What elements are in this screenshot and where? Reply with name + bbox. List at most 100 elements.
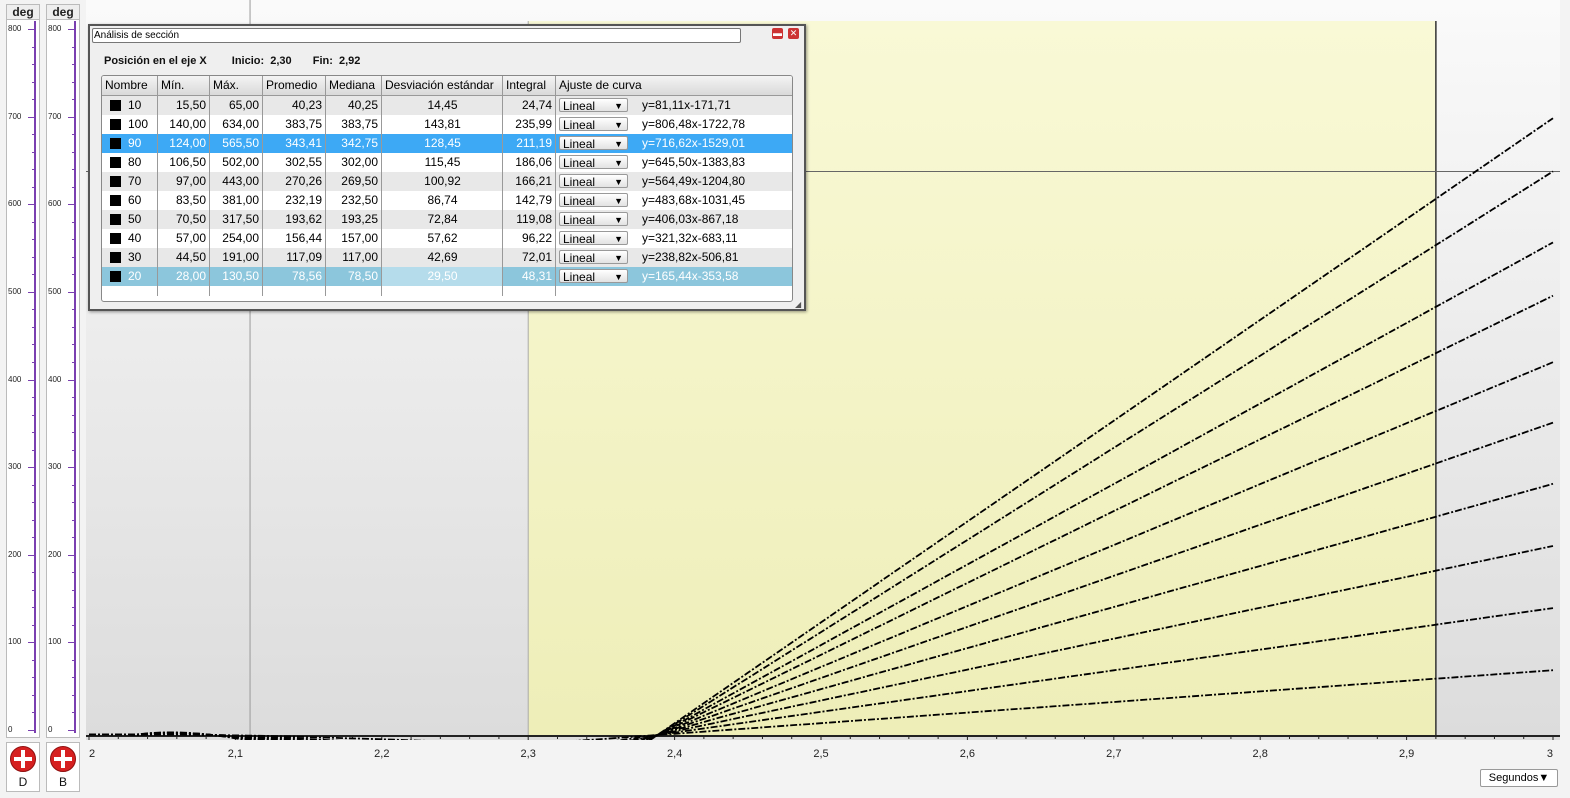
axis-tick — [72, 502, 76, 504]
axis-tick — [32, 502, 36, 504]
cell-median: 40,25 — [325, 96, 381, 115]
table-row[interactable]: 20 28,00 130,50 78,56 78,50 29,50 48,31 Lineal ▼… — [102, 267, 792, 286]
cell-integral: 235,99 — [502, 115, 555, 134]
axis-tick — [72, 99, 76, 101]
axis-tick-label: 400 — [8, 374, 22, 384]
axis-tick-label: 700 — [8, 111, 22, 121]
table-row[interactable]: 100 140,00 634,00 383,75 383,75 143,81 235,99 L… — [102, 115, 792, 134]
series-color-swatch[interactable] — [110, 138, 121, 149]
axis-tick — [32, 256, 36, 258]
fit-type-select[interactable]: Lineal ▼ — [559, 193, 628, 208]
series-color-swatch[interactable] — [110, 271, 121, 282]
close-button[interactable]: ✕ — [788, 28, 799, 39]
x-tick-label: 2,1 — [227, 748, 244, 760]
column-header[interactable]: Mín. — [157, 76, 209, 95]
fit-type-select[interactable]: Lineal ▼ — [559, 212, 628, 227]
fit-type-select[interactable]: Lineal ▼ — [559, 174, 628, 189]
y-axis-d[interactable]: deg 800 700 600 500 400 300 200 100 0 — [6, 4, 40, 738]
column-header[interactable]: Ajuste de curva — [555, 76, 792, 95]
add-axis-button-b[interactable]: B — [46, 742, 80, 792]
axis-tick — [72, 46, 76, 48]
start-label: Inicio: — [231, 55, 265, 67]
column-header[interactable]: Mediana — [325, 76, 381, 95]
cell-median: 78,50 — [325, 267, 381, 286]
cell-integral: 186,06 — [502, 153, 555, 172]
table-row[interactable]: 60 83,50 381,00 232,19 232,50 86,74 142,79 Line… — [102, 191, 792, 210]
axis-tick — [68, 379, 76, 381]
section-analysis-dialog[interactable]: Análisis de sección ▬ ✕ Posición en el e… — [88, 24, 806, 311]
cell-name: 40 — [128, 231, 142, 245]
axis-tick-label: 500 — [48, 286, 62, 296]
fit-type-select[interactable]: Lineal ▼ — [559, 136, 628, 151]
column-header[interactable]: Promedio — [262, 76, 325, 95]
axis-tick — [32, 414, 36, 416]
cell-avg: 193,62 — [262, 210, 325, 229]
table-row[interactable]: 80 106,50 502,00 302,55 302,00 115,45 186,06 Li… — [102, 153, 792, 172]
start-value: 2,30 — [270, 55, 292, 67]
cell-std: 42,69 — [381, 248, 503, 267]
curve-fit-cell: Lineal ▼ y=406,03x-867,18 — [555, 210, 792, 229]
axis-tick — [28, 467, 36, 469]
axis-tick — [72, 134, 76, 136]
resize-handle[interactable]: ◢ — [795, 300, 802, 309]
axis-tick — [72, 624, 76, 626]
series-color-swatch[interactable] — [110, 100, 121, 111]
fit-type-value: Lineal — [563, 99, 596, 113]
column-divider — [157, 96, 158, 296]
table-row[interactable]: 30 44,50 191,00 117,09 117,00 42,69 72,01 Linea… — [102, 248, 792, 267]
axis-tick — [68, 554, 76, 556]
cell-integral: 24,74 — [502, 96, 555, 115]
curve-fit-cell: Lineal ▼ y=483,68x-1031,45 — [555, 191, 792, 210]
series-color-swatch[interactable] — [110, 252, 121, 263]
series-curve — [89, 361, 1554, 740]
axis-tick — [72, 712, 76, 714]
axis-tick — [72, 397, 76, 399]
fit-type-select[interactable]: Lineal ▼ — [559, 250, 628, 265]
table-row[interactable]: 40 57,00 254,00 156,44 157,00 57,62 96,22 Linea… — [102, 229, 792, 248]
cell-min: 140,00 — [157, 115, 209, 134]
end-label: Fin: — [312, 55, 333, 67]
plus-icon — [50, 746, 76, 772]
axis-tick — [72, 274, 76, 276]
cell-name: 90 — [128, 136, 142, 150]
table-row[interactable]: 90 124,00 565,50 343,41 342,75 128,45 211,19 Li… — [102, 134, 792, 153]
fit-type-select[interactable]: Lineal ▼ — [559, 155, 628, 170]
time-units-dropdown[interactable]: Segundos▼ — [1480, 769, 1558, 787]
column-header[interactable]: Nombre — [105, 78, 148, 92]
y-axis-b[interactable]: deg 800 700 600 500 400 300 200 100 0 — [46, 4, 80, 738]
axis-tick-label: 0 — [48, 725, 53, 734]
cell-name: 50 — [128, 212, 142, 226]
series-color-swatch[interactable] — [110, 214, 121, 225]
cell-min: 15,50 — [157, 96, 209, 115]
minimize-button[interactable]: ▬ — [772, 28, 783, 39]
column-header[interactable]: Máx. — [209, 76, 262, 95]
series-color-swatch[interactable] — [110, 233, 121, 244]
cell-avg: 156,44 — [262, 229, 325, 248]
axis-tick — [72, 432, 76, 434]
dialog-title: Análisis de sección — [92, 28, 741, 43]
axis-tick — [28, 29, 36, 30]
column-divider — [555, 96, 556, 296]
series-color-swatch[interactable] — [110, 176, 121, 187]
fit-equation: y=645,50x-1383,83 — [642, 155, 746, 169]
table-row[interactable]: 70 97,00 443,00 270,26 269,50 100,92 166,21 Lin… — [102, 172, 792, 191]
fit-type-select[interactable]: Lineal ▼ — [559, 269, 628, 284]
fit-type-select[interactable]: Lineal ▼ — [559, 117, 628, 132]
fit-type-select[interactable]: Lineal ▼ — [559, 231, 628, 246]
table-row[interactable]: 10 15,50 65,00 40,23 40,25 14,45 24,74 Lineal ▼ y… — [102, 96, 792, 115]
column-divider — [209, 96, 210, 296]
column-header[interactable]: Desviación estándar — [381, 76, 502, 95]
series-color-swatch[interactable] — [110, 195, 121, 206]
series-color-swatch[interactable] — [110, 119, 121, 130]
table-row[interactable]: 50 70,50 317,50 193,62 193,25 72,84 119,08 Line… — [102, 210, 792, 229]
series-curve — [89, 669, 1554, 740]
add-axis-button-d[interactable]: D — [6, 742, 40, 792]
fit-equation: y=321,32x-683,11 — [642, 231, 738, 245]
fit-type-select[interactable]: Lineal ▼ — [559, 98, 628, 113]
cell-median: 269,50 — [325, 172, 381, 191]
column-header[interactable]: Integral — [502, 76, 555, 95]
axis-tick-label: 0 — [8, 725, 13, 734]
cell-std: 57,62 — [381, 229, 503, 248]
x-position-info: Posición en el eje X Inicio: 2,30 Fin: 2… — [104, 55, 360, 67]
series-color-swatch[interactable] — [110, 157, 121, 168]
